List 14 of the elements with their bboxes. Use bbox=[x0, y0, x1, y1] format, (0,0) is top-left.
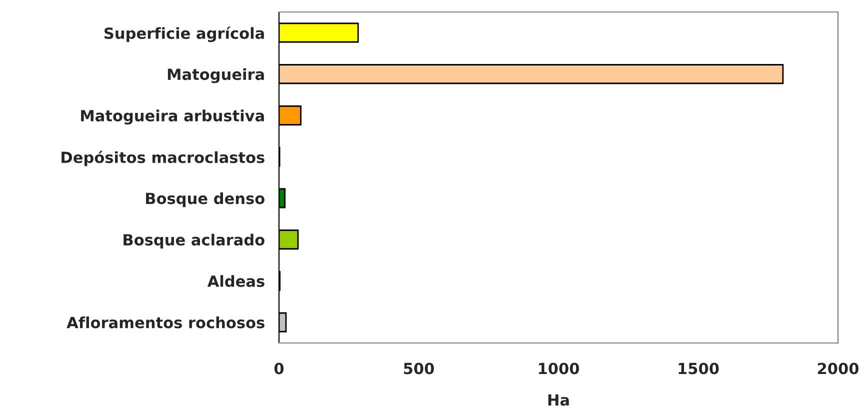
y-tick-label: Matogueira bbox=[168, 68, 264, 84]
y-tick-label: Bosque denso bbox=[146, 192, 264, 208]
y-tick-label: Bosque aclarado bbox=[124, 234, 264, 249]
x-tick-label: 0 bbox=[274, 362, 284, 374]
x-axis-title: Ha bbox=[548, 394, 569, 406]
x-tick-label: 1500 bbox=[678, 362, 719, 374]
x-tick-label: 1000 bbox=[538, 362, 580, 374]
y-tick-label: Aldeas bbox=[207, 275, 264, 287]
y-tick-label: Matogueira arbustiva bbox=[81, 110, 264, 125]
y-tick-label: Superficie agrícola bbox=[104, 26, 264, 42]
x-tick-label: 2000 bbox=[818, 362, 859, 374]
y-tick-label: Afloramentos rochosos bbox=[66, 316, 264, 328]
x-tick-label: 500 bbox=[404, 362, 434, 374]
y-tick-label: Depósitos macroclastos bbox=[62, 150, 264, 166]
